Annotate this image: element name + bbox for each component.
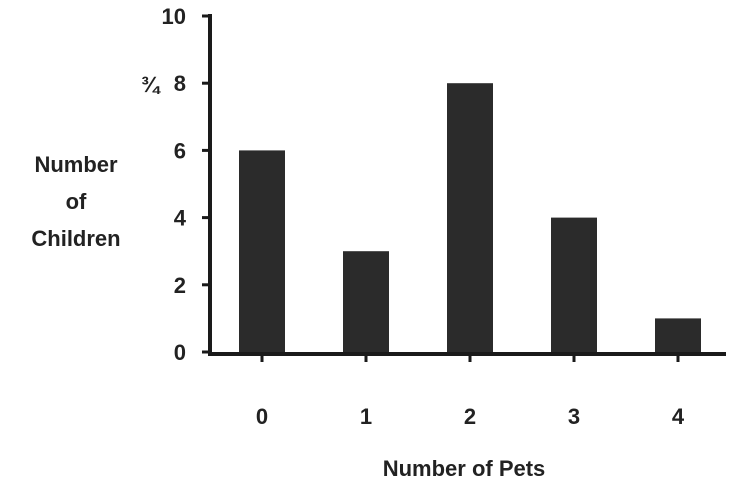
y-tick-label-2: 2 <box>174 273 186 298</box>
bar-4 <box>655 318 701 352</box>
bar-2 <box>447 83 493 352</box>
x-tick-label-2: 2 <box>464 404 476 429</box>
axes <box>208 14 726 356</box>
y-ticks: 0 2 4 6 8 10 <box>162 4 212 365</box>
bar-0 <box>239 150 285 352</box>
bar-3 <box>551 217 597 352</box>
y-tick-label-6: 6 <box>174 138 186 163</box>
x-tick-label-0: 0 <box>256 404 268 429</box>
x-axis-title: Number of Pets <box>383 456 546 481</box>
bar-1 <box>343 251 389 352</box>
x-tick-label-3: 3 <box>568 404 580 429</box>
y-axis-title-line-1: Number <box>34 152 118 177</box>
y-tick-label-8: 8 <box>174 71 186 96</box>
y-tick-label-0: 0 <box>174 340 186 365</box>
y-axis-title-line-3: Children <box>31 226 120 251</box>
y-tick-label-10: 10 <box>162 4 186 29</box>
x-ticks: 0 1 2 3 4 <box>256 352 685 429</box>
x-tick-label-1: 1 <box>360 404 372 429</box>
y-tick-label-4: 4 <box>174 206 187 231</box>
x-tick-label-4: 4 <box>672 404 685 429</box>
stray-mark: ¾ <box>141 72 161 97</box>
bars <box>239 83 701 352</box>
y-axis-title-line-2: of <box>66 189 87 214</box>
